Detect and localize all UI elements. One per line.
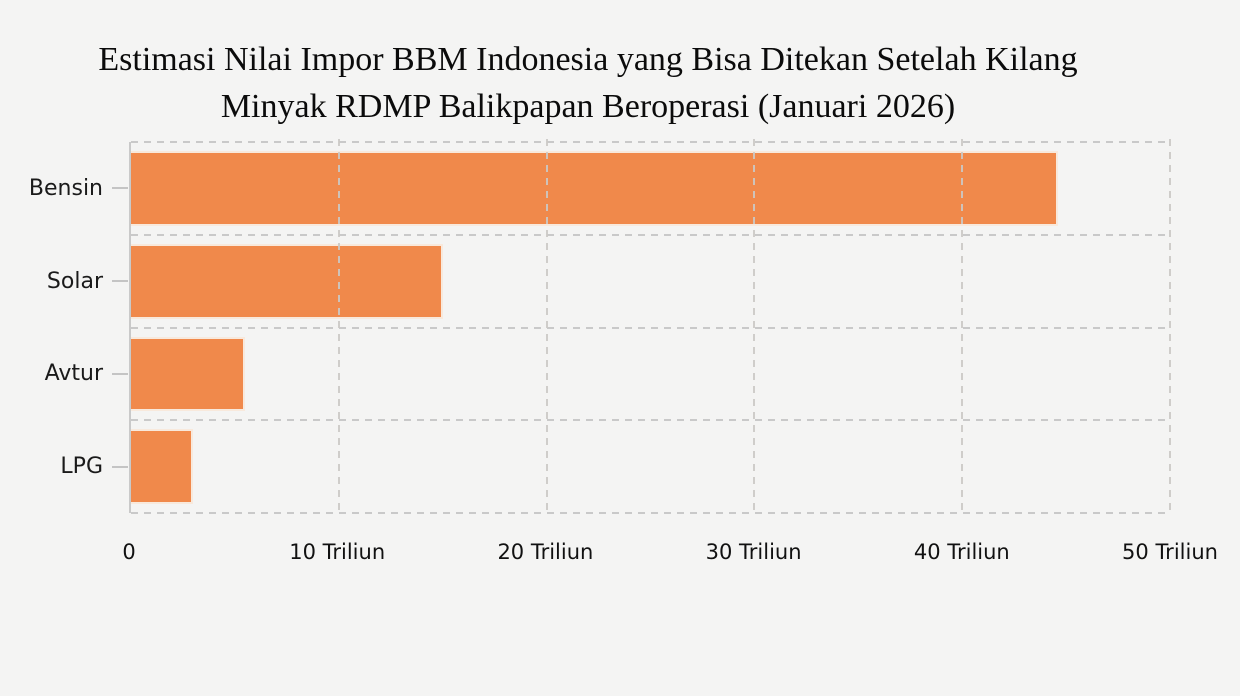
gridline-vertical bbox=[1169, 139, 1171, 516]
plot-area bbox=[129, 139, 1171, 516]
y-tick-mark bbox=[112, 372, 128, 375]
x-axis-labels: 0 10 Triliun 20 Triliun 30 Triliun 40 Triliu… bbox=[122, 540, 1218, 568]
gridline-horizontal bbox=[131, 512, 1170, 514]
x-tick-label: 0 bbox=[122, 540, 136, 564]
category-label-solar: Solar bbox=[46, 268, 103, 294]
gridline-horizontal bbox=[131, 141, 1170, 143]
gridline-vertical bbox=[753, 139, 756, 516]
gridline-horizontal bbox=[131, 326, 1170, 329]
x-tick-label: 20 Triliun bbox=[497, 540, 594, 564]
y-tick-mark bbox=[112, 187, 128, 190]
bar-bensin bbox=[131, 151, 1058, 226]
category-label-lpg: LPG bbox=[60, 454, 103, 480]
category-label-avtur: Avtur bbox=[44, 361, 103, 387]
chart-title-line2: Minyak RDMP Balikpapan Beroperasi (Janua… bbox=[220, 88, 956, 125]
gridline-vertical bbox=[337, 139, 340, 516]
x-tick-label: 40 Triliun bbox=[913, 540, 1010, 564]
bar-avtur bbox=[131, 336, 246, 412]
chart-title: Estimasi Nilai Impor BBM Indonesia yang … bbox=[0, 36, 1176, 130]
y-tick-mark bbox=[112, 465, 128, 468]
bar-solar bbox=[131, 243, 443, 319]
y-tick-mark bbox=[112, 280, 128, 283]
x-tick-label: 10 Triliun bbox=[289, 540, 386, 564]
gridline-horizontal bbox=[131, 233, 1170, 236]
y-axis-labels: Bensin Solar Avtur LPG bbox=[0, 142, 103, 513]
x-tick-label: 50 Triliun bbox=[1122, 540, 1218, 564]
gridline-vertical bbox=[545, 139, 548, 516]
gridline-horizontal bbox=[131, 419, 1170, 422]
bar-lpg bbox=[131, 429, 194, 504]
category-label-bensin: Bensin bbox=[28, 175, 103, 201]
gridline-vertical bbox=[961, 139, 964, 516]
x-tick-label: 30 Triliun bbox=[705, 540, 802, 564]
y-axis-ticks bbox=[112, 142, 128, 513]
chart-title-line1: Estimasi Nilai Impor BBM Indonesia yang … bbox=[98, 41, 1078, 78]
